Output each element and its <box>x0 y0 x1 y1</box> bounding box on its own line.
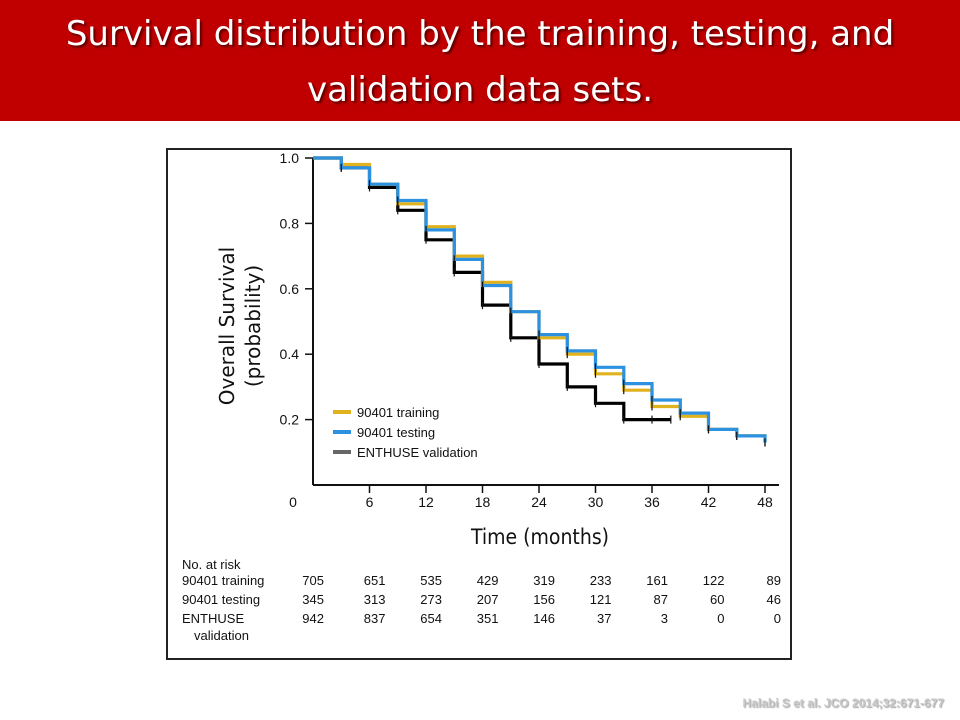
risk-row-label: 90401 testing <box>182 592 261 607</box>
risk-cell: 3 <box>660 611 668 626</box>
x-tick-label: 42 <box>701 494 717 510</box>
page-title-line1: Survival distribution by the training, t… <box>65 14 895 54</box>
risk-cell: 654 <box>420 611 442 626</box>
y-tick-label: 0.2 <box>280 412 300 428</box>
page-title: Survival distribution by the training, t… <box>0 0 960 118</box>
risk-cell: 87 <box>653 592 668 607</box>
risk-cell: 651 <box>363 573 386 588</box>
risk-cell: 60 <box>710 592 725 607</box>
risk-row-label: 90401 training <box>182 573 265 588</box>
risk-table: No. at risk 90401 training 705 651 535 429 319… <box>168 150 794 662</box>
risk-cell: 942 <box>302 611 324 626</box>
risk-cell: 161 <box>646 573 668 588</box>
risk-cell: 37 <box>597 611 612 626</box>
risk-cell: 89 <box>766 573 781 588</box>
y-axis-label-units: (probability) <box>241 265 265 387</box>
risk-cell: 429 <box>476 573 499 588</box>
risk-cell: 345 <box>302 592 324 607</box>
y-axis-label: Overall Survival <box>215 247 239 405</box>
x-tick-label: 18 <box>475 494 491 510</box>
y-tick-label: 1.0 <box>280 150 300 166</box>
x-tick-label: 48 <box>757 494 773 510</box>
title-banner: Survival distribution by the training, t… <box>0 0 960 121</box>
legend-label-0: 90401 training <box>357 405 439 420</box>
risk-cell: 121 <box>589 592 612 607</box>
risk-row-label-2: validation <box>194 628 249 643</box>
risk-cell: 46 <box>766 592 781 607</box>
citation: Halabi S et al. JCO 2014;32:671-677 <box>742 696 944 710</box>
legend-label-2: ENTHUSE validation <box>357 445 478 460</box>
y-tick-label: 0.4 <box>280 346 300 362</box>
risk-row-label: ENTHUSE <box>182 611 245 626</box>
risk-cell: 705 <box>302 573 324 588</box>
risk-cell: 535 <box>420 573 442 588</box>
figure-panel: 0.2 0.4 0.6 0.8 1.0 0 6 12 18 24 30 36 42 48 Time (mon… <box>166 148 792 660</box>
risk-cell: 156 <box>533 592 555 607</box>
risk-cell: 233 <box>589 573 612 588</box>
risk-cell: 0 <box>717 611 725 626</box>
risk-cell: 207 <box>476 592 499 607</box>
page-title-line2: validation data sets. <box>306 70 654 110</box>
risk-cell: 122 <box>702 573 725 588</box>
risk-cell: 313 <box>363 592 386 607</box>
risk-cell: 319 <box>533 573 555 588</box>
y-tick-label: 0.6 <box>280 281 300 297</box>
x-tick-label: 6 <box>366 494 374 510</box>
x-tick-label: 36 <box>644 494 660 510</box>
risk-cell: 273 <box>420 592 442 607</box>
risk-cell: 0 <box>773 611 781 626</box>
risk-cell: 146 <box>533 611 555 626</box>
x-tick-label: 24 <box>531 494 547 510</box>
legend-label-1: 90401 testing <box>357 425 435 440</box>
x-tick-label: 30 <box>588 494 604 510</box>
risk-cell: 837 <box>363 611 386 626</box>
y-tick-label: 0.8 <box>280 215 300 231</box>
x-tick-label: 12 <box>418 494 434 510</box>
risk-cell: 351 <box>476 611 499 626</box>
x-tick-label: 0 <box>289 494 297 510</box>
x-axis-label: Time (months) <box>470 525 609 549</box>
survival-chart: 0.2 0.4 0.6 0.8 1.0 0 6 12 18 24 30 36 42 48 Time (mon… <box>215 150 779 549</box>
risk-table-title: No. at risk <box>182 557 241 572</box>
